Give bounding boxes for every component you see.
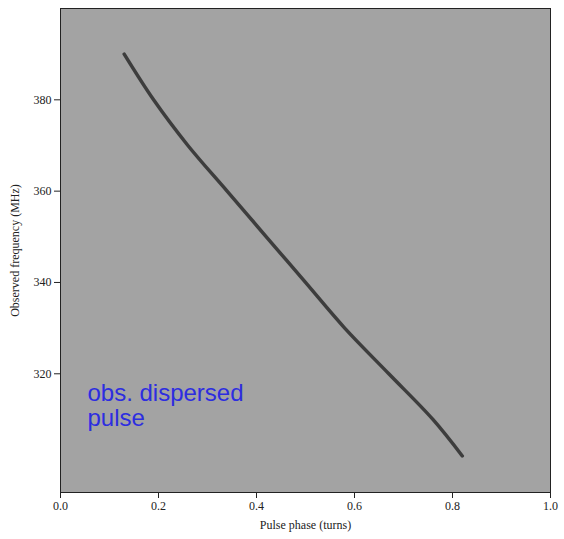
svg-text:0.8: 0.8 xyxy=(445,499,460,513)
svg-text:obs. dispersedpulse: obs. dispersedpulse xyxy=(87,379,243,431)
svg-text:Observed frequency (MHz): Observed frequency (MHz) xyxy=(8,184,22,317)
svg-text:0.4: 0.4 xyxy=(249,499,264,513)
svg-text:320: 320 xyxy=(34,367,52,381)
svg-text:1.0: 1.0 xyxy=(543,499,558,513)
svg-text:0.6: 0.6 xyxy=(347,499,362,513)
svg-text:0.0: 0.0 xyxy=(53,499,68,513)
svg-text:380: 380 xyxy=(34,93,52,107)
svg-text:Pulse phase (turns): Pulse phase (turns) xyxy=(260,518,351,532)
svg-text:340: 340 xyxy=(34,275,52,289)
svg-text:0.2: 0.2 xyxy=(151,499,166,513)
svg-text:360: 360 xyxy=(34,184,52,198)
